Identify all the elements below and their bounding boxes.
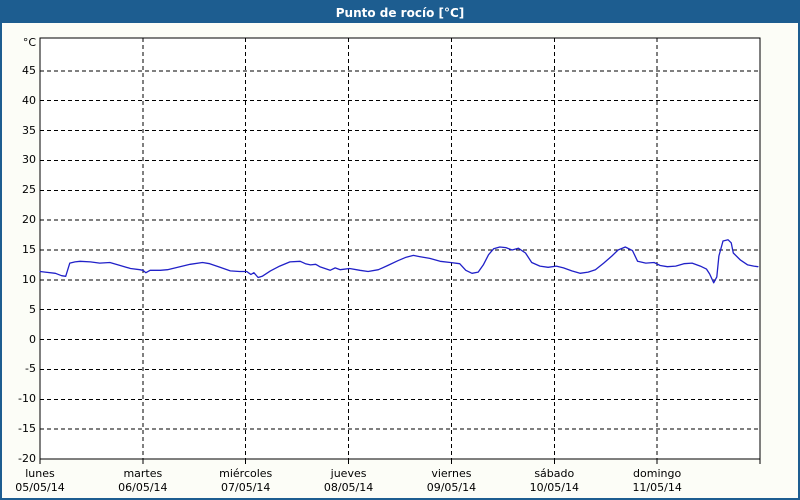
horizontal-gridlines [40,70,760,430]
x-tick-marks [39,459,761,464]
vertical-gridlines [142,38,658,459]
window-title: Punto de rocío [°C] [335,5,465,20]
dew-point-series [39,239,759,284]
plot-border [39,37,761,460]
window-titlebar: Punto de rocío [°C] [2,2,798,23]
